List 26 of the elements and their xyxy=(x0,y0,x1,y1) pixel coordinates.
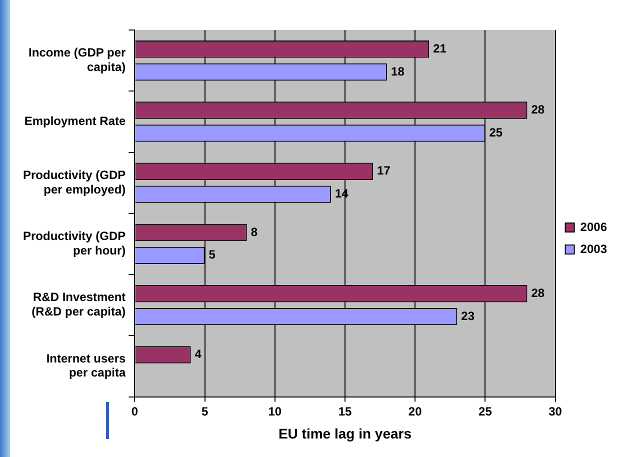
y-tick-label: Productivity (GDP per employed) xyxy=(22,168,126,196)
data-label: 28 xyxy=(531,102,545,117)
x-tick-label: 0 xyxy=(131,404,138,418)
data-label: 4 xyxy=(194,347,202,362)
legend-label: 2003 xyxy=(580,242,608,256)
x-axis-title: EU time lag in years xyxy=(278,425,412,442)
data-label: 8 xyxy=(250,224,258,239)
legend-label: 2006 xyxy=(580,220,608,234)
data-label: 28 xyxy=(531,286,545,300)
x-tick-label: 15 xyxy=(338,404,352,418)
data-label: 17 xyxy=(377,164,391,178)
y-tick-label: Income (GDP per capita) xyxy=(28,46,126,74)
y-tick-label: Employment Rate xyxy=(24,114,126,128)
y-tick-label: R&D Investment (R&D per capita) xyxy=(32,290,126,319)
y-tick-label: Productivity (GDP per hour) xyxy=(22,229,126,258)
x-tick-label: 5 xyxy=(201,404,208,418)
x-tick-label: 10 xyxy=(268,404,282,418)
x-tick-label: 30 xyxy=(548,404,562,418)
data-label: 23 xyxy=(461,308,475,323)
data-label: 25 xyxy=(489,125,503,140)
y-tick-label: Internet users per capita xyxy=(46,351,126,380)
data-label: 18 xyxy=(391,64,405,78)
data-label: 5 xyxy=(208,248,216,262)
x-tick-label: 25 xyxy=(478,404,492,418)
data-label: 21 xyxy=(433,41,447,56)
x-tick-label: 20 xyxy=(408,404,422,418)
